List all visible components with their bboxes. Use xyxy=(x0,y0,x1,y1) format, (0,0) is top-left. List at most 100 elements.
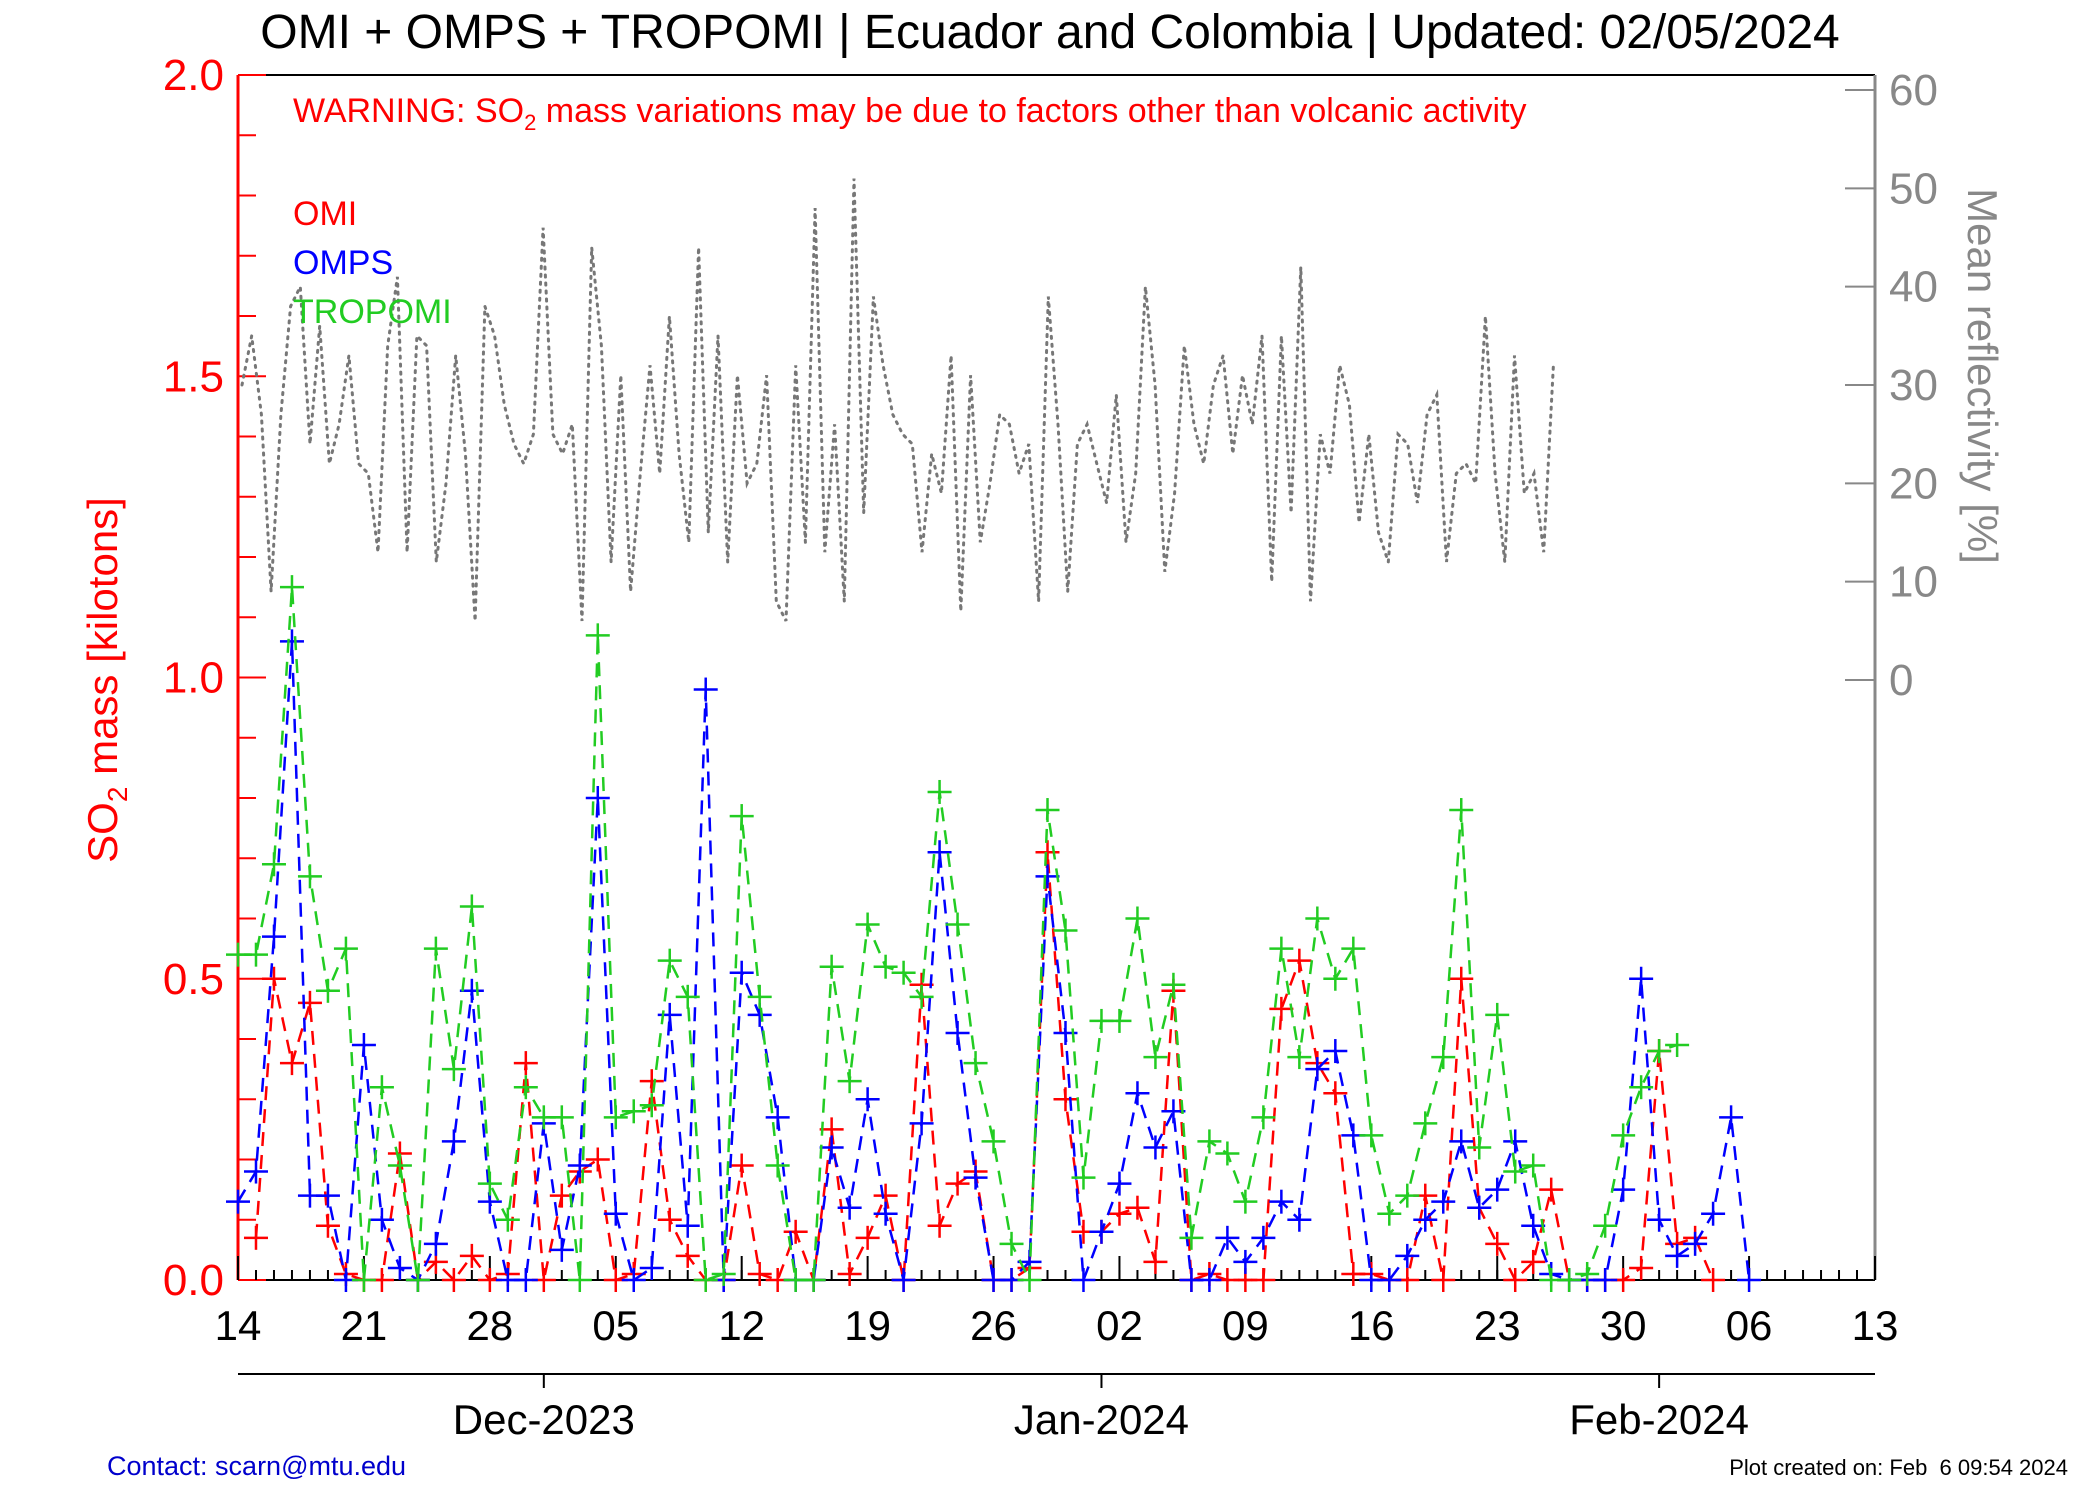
series-omps-point xyxy=(1665,1243,1690,1268)
y-axis-label-right: Mean reflectivity [%] xyxy=(1959,188,2006,564)
series-omps-point xyxy=(1089,1219,1114,1244)
series-tropomi-point xyxy=(1197,1129,1222,1154)
series-omps-point xyxy=(927,840,952,865)
series-tropomi-point xyxy=(1125,906,1150,931)
series-omps-point xyxy=(423,1231,448,1256)
series-omps-point xyxy=(549,1237,574,1262)
series-omps-point xyxy=(351,1033,376,1058)
x-tick-label: 30 xyxy=(1600,1302,1647,1349)
series-omps-point xyxy=(1521,1213,1546,1238)
series-tropomi-point xyxy=(1521,1153,1546,1178)
y-tick-label-left: 1.0 xyxy=(163,654,224,703)
series-tropomi-point xyxy=(1359,1123,1384,1148)
contact-text: Contact: scarn@mtu.edu xyxy=(107,1451,406,1481)
series-omi-point xyxy=(1521,1249,1546,1274)
series-tropomi-point xyxy=(477,1171,502,1196)
series-tropomi-point xyxy=(1593,1213,1618,1238)
series-omps-point xyxy=(459,978,484,1003)
series-omps-point xyxy=(1503,1129,1528,1154)
series-tropomi-point xyxy=(1287,1045,1312,1070)
series-tropomi-point xyxy=(1233,1189,1258,1214)
series-tropomi-point xyxy=(1035,798,1060,823)
series-omi-point xyxy=(1287,948,1312,973)
series-tropomi-point xyxy=(1053,918,1078,943)
series-omps-point xyxy=(369,1207,394,1232)
series-tropomi-point xyxy=(693,1268,718,1292)
series-omi-point xyxy=(945,1171,970,1196)
series-omi-point xyxy=(855,1225,880,1250)
y-label-prefix: SO xyxy=(79,802,126,863)
series-tropomi-point xyxy=(855,912,880,937)
series-tropomi-point xyxy=(261,852,286,877)
series-omps-point xyxy=(693,677,718,702)
series-omps-point xyxy=(1251,1225,1276,1250)
series-tropomi-point xyxy=(1611,1123,1636,1148)
y-tick-label-right: 30 xyxy=(1889,361,1938,410)
series-omps-point xyxy=(1377,1268,1402,1292)
series-omps-point xyxy=(1305,1057,1330,1082)
axis-ticks xyxy=(237,74,1876,1388)
x-tick-label: 06 xyxy=(1726,1302,1773,1349)
series-omps-point xyxy=(441,1129,466,1154)
series-omi-point xyxy=(1053,1087,1078,1112)
series-tropomi-point xyxy=(369,1075,394,1100)
series-tropomi-point xyxy=(927,779,952,804)
series-omps-point xyxy=(387,1255,412,1280)
series-tropomi-point xyxy=(549,1105,574,1130)
reflectivity-line xyxy=(240,178,1555,622)
series-omps-point xyxy=(1035,864,1060,889)
series-tropomi-point xyxy=(405,1268,430,1292)
series-omi-point xyxy=(1035,840,1060,865)
series-omi-point xyxy=(837,1261,862,1286)
series-tropomi-point xyxy=(1413,1111,1438,1136)
series-omps-point xyxy=(855,1087,880,1112)
series-tropomi-point xyxy=(1395,1183,1420,1208)
series-omps-point xyxy=(1233,1249,1258,1274)
series-omps-point xyxy=(243,1159,268,1184)
series-tropomi-point xyxy=(801,1268,826,1292)
series-tropomi-point xyxy=(279,575,304,600)
x-tick-label: 23 xyxy=(1474,1302,1521,1349)
series-tropomi-point xyxy=(1161,972,1186,997)
series-tropomi-point xyxy=(1269,936,1294,961)
series-omps-point xyxy=(1719,1105,1744,1130)
plot-frame xyxy=(236,74,1877,1375)
series-tropomi-point xyxy=(891,960,916,985)
series-omi-point xyxy=(297,990,322,1015)
series-omi-point xyxy=(279,1051,304,1076)
series-omps-point xyxy=(639,1255,664,1280)
series-tropomi-point xyxy=(729,804,754,829)
warning-prefix: WARNING: SO xyxy=(293,92,524,130)
x-tick-label: 12 xyxy=(718,1302,765,1349)
series-tropomi-point xyxy=(1017,1268,1042,1292)
series-tropomi-point xyxy=(315,978,340,1003)
chart-title: OMI + OMPS + TROPOMI | Ecuador and Colom… xyxy=(260,6,1840,59)
series-omps-point xyxy=(585,786,610,810)
x-tick-label: 26 xyxy=(970,1302,1017,1349)
series-omps-point xyxy=(1701,1201,1726,1226)
y-label-subscript: 2 xyxy=(102,787,133,803)
series-omi-point xyxy=(657,1207,682,1232)
series-omps-point xyxy=(1467,1195,1492,1220)
series-omi-point xyxy=(1629,1255,1654,1280)
series-omi-point xyxy=(747,1261,772,1286)
series-omps-point xyxy=(603,1201,628,1226)
series-tropomi-point xyxy=(621,1099,646,1124)
series-tropomi-point xyxy=(351,1268,376,1292)
series-omi-point xyxy=(441,1268,466,1292)
series-omps-point xyxy=(513,1268,538,1292)
series-tropomi-point xyxy=(1179,1225,1204,1250)
legend-omps: OMPS xyxy=(293,244,393,282)
series-tropomi-point xyxy=(243,942,268,967)
y-tick-label-left: 1.5 xyxy=(163,352,224,401)
series-omi-point xyxy=(315,1213,340,1238)
series-tropomi-point xyxy=(1143,1045,1168,1070)
series-omi-point xyxy=(1125,1195,1150,1220)
series-tropomi-point xyxy=(333,936,358,961)
legend-tropomi: TROPOMI xyxy=(293,293,452,331)
series-omps-point xyxy=(1629,966,1654,991)
series-tropomi-point xyxy=(1431,1045,1456,1070)
series-tropomi-point xyxy=(603,1105,628,1130)
y-tick-label-right: 60 xyxy=(1889,66,1938,115)
